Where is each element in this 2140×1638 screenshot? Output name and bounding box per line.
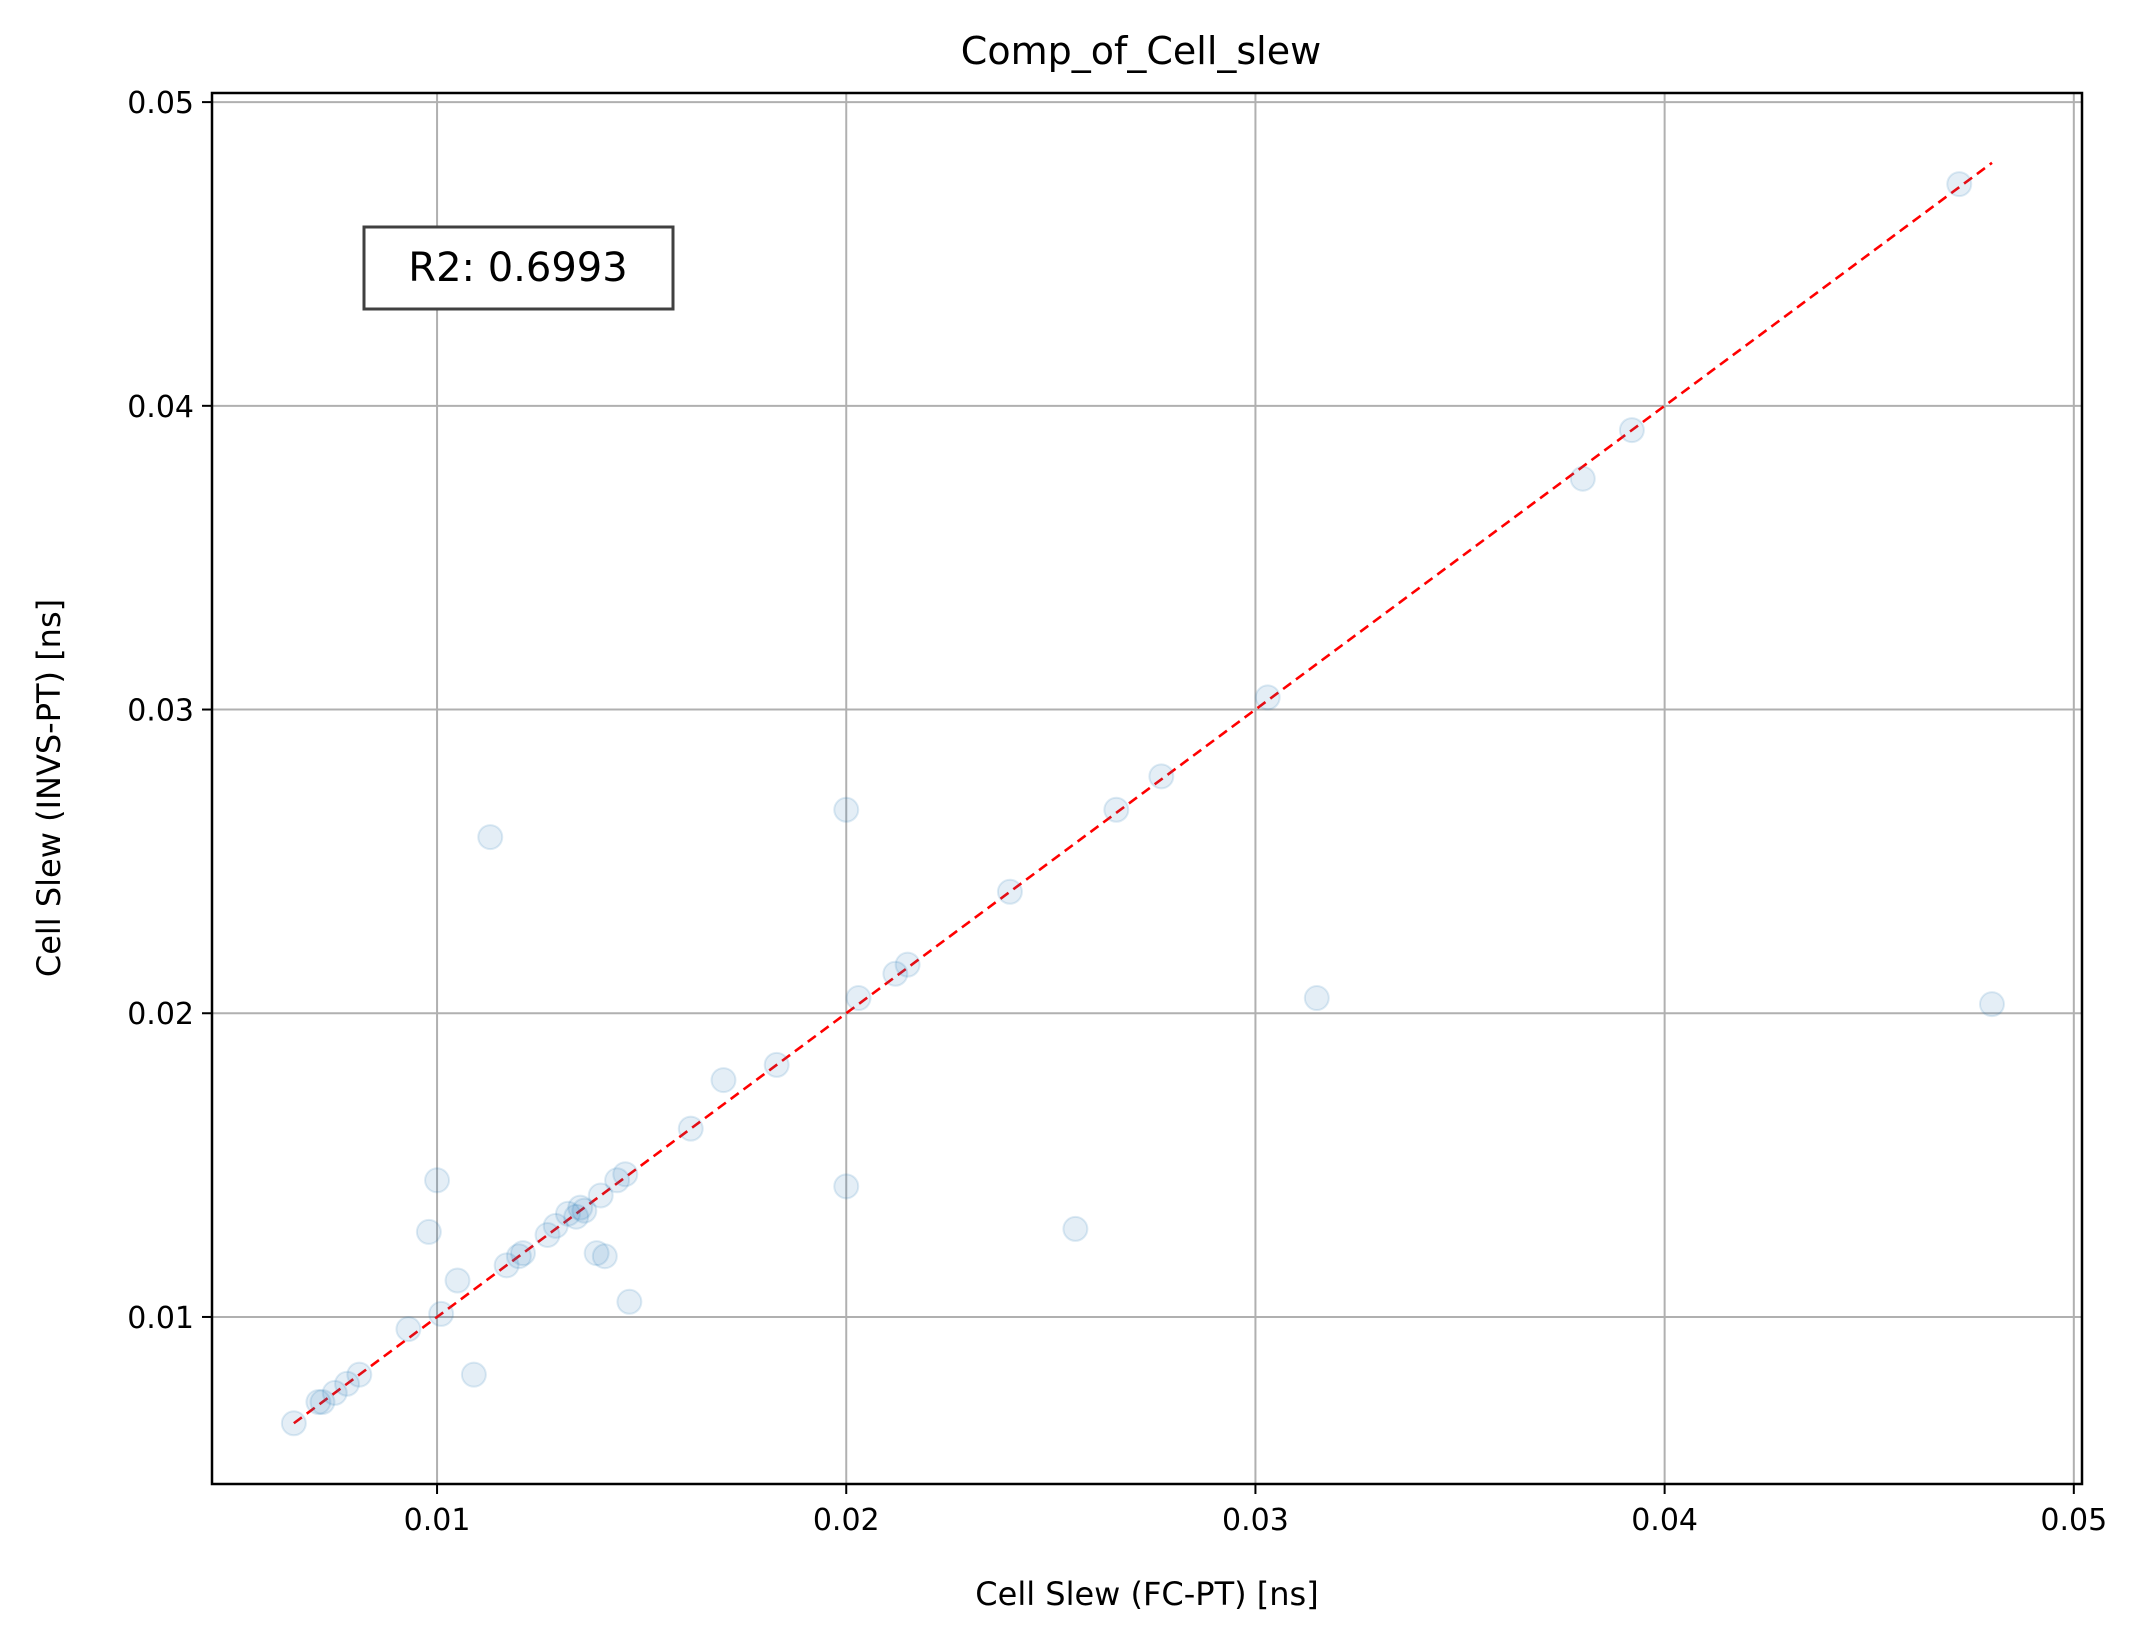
data-point: [509, 1240, 536, 1267]
data-point: [460, 1361, 487, 1388]
data-point: [567, 1194, 594, 1221]
reference-line: [293, 161, 1993, 1425]
data-point: [542, 1212, 569, 1239]
grid: [212, 93, 2082, 1484]
data-point: [1946, 171, 1973, 198]
data-point: [583, 1240, 610, 1267]
data-point: [833, 1173, 860, 1200]
data-point: [763, 1051, 790, 1078]
data-point: [1103, 796, 1130, 823]
x-tick-label: 0.03: [1222, 1503, 1289, 1538]
data-point: [604, 1167, 631, 1194]
data-point: [677, 1115, 704, 1142]
data-point: [587, 1182, 614, 1209]
data-point: [612, 1161, 639, 1188]
data-point: [710, 1067, 737, 1094]
y-axis-label: Cell Slew (INVS-PT) [ns]: [30, 599, 68, 977]
data-point: [845, 985, 872, 1012]
data-point: [833, 796, 860, 823]
data-point: [321, 1379, 348, 1406]
data-point: [395, 1316, 422, 1343]
x-axis-label: Cell Slew (FC-PT) [ns]: [975, 1575, 1318, 1613]
data-point: [882, 960, 909, 987]
axis-ticks: 0.01 0.02 0.03 0.04 0.05 0.01 0.02 0.03 0.04 0.05: [127, 86, 2107, 1538]
data-point: [1569, 465, 1596, 492]
data-point: [309, 1388, 336, 1415]
data-point: [894, 951, 921, 978]
data-point: [477, 824, 504, 851]
data-point: [1148, 763, 1175, 790]
data-point: [415, 1218, 442, 1245]
data-point: [1254, 684, 1281, 711]
data-point: [346, 1361, 373, 1388]
data-points: [280, 171, 2005, 1437]
x-tick-label: 0.04: [1631, 1503, 1698, 1538]
x-tick-label: 0.05: [2040, 1503, 2107, 1538]
reference-line-layer: [293, 161, 1993, 1425]
data-point: [591, 1243, 618, 1270]
data-point: [493, 1252, 520, 1279]
data-point: [1978, 991, 2005, 1018]
y-tick-label: 0.04: [127, 390, 194, 425]
data-point: [334, 1370, 361, 1397]
data-point: [1062, 1215, 1089, 1242]
data-point: [424, 1167, 451, 1194]
data-point: [534, 1221, 561, 1248]
data-point: [305, 1388, 332, 1415]
data-point: [428, 1300, 455, 1327]
data-point: [505, 1243, 532, 1270]
y-tick-label: 0.03: [127, 694, 194, 729]
data-point: [1618, 417, 1645, 444]
y-tick-label: 0.01: [127, 1301, 194, 1336]
data-point: [444, 1267, 471, 1294]
r2-annotation-text: R2: 0.6993: [408, 245, 627, 291]
y-tick-label: 0.02: [127, 997, 194, 1032]
data-point: [571, 1197, 598, 1224]
annotation-box: [362, 225, 675, 311]
data-point: [280, 1410, 307, 1437]
chart-title: Comp_of_Cell_slew: [961, 29, 1321, 73]
data-point: [616, 1288, 643, 1315]
data-point: [554, 1200, 581, 1227]
x-tick-label: 0.02: [813, 1503, 880, 1538]
plot-frame: [210, 91, 2084, 1486]
data-point: [563, 1203, 590, 1230]
r2-annotation: R2: 0.6993: [362, 225, 675, 311]
y-tick-label: 0.05: [127, 86, 194, 121]
data-point: [996, 878, 1023, 905]
x-tick-label: 0.01: [404, 1503, 471, 1538]
data-point: [1303, 985, 1330, 1012]
